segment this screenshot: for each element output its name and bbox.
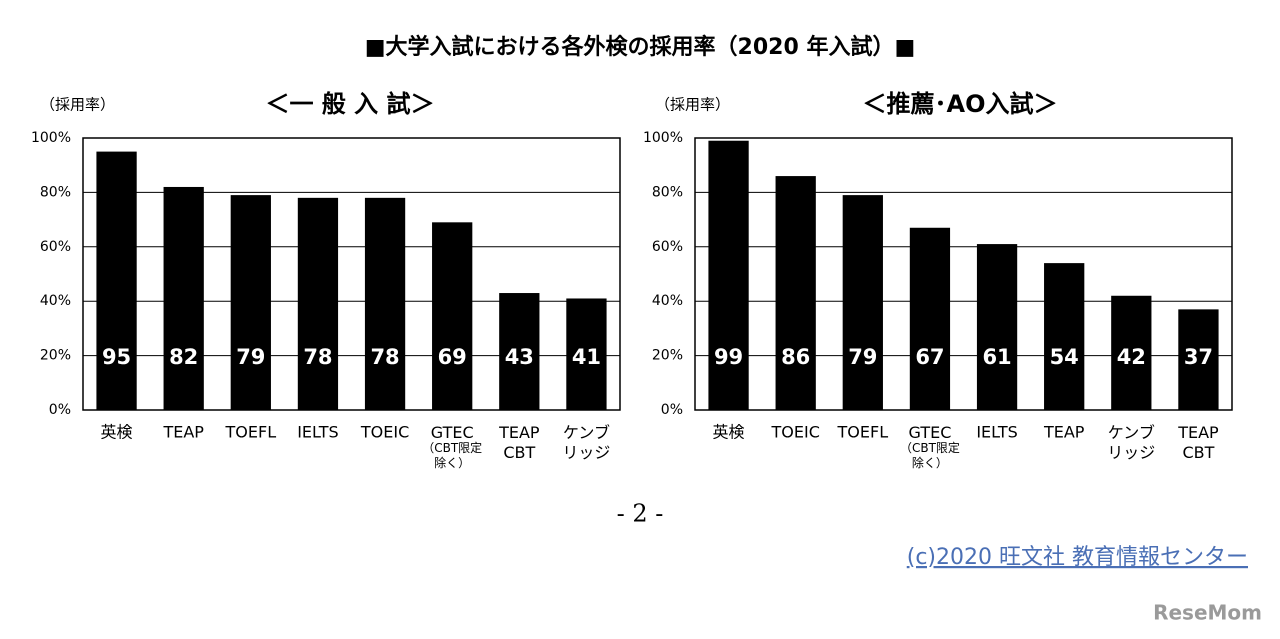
x-tick-label: GTEC （CBT限定除く） — [900, 423, 960, 470]
value-label: 67 — [915, 345, 944, 369]
value-label: 41 — [572, 345, 601, 369]
bar — [230, 195, 271, 410]
x-tick-label: 英検 — [101, 423, 133, 442]
x-tick-label: TOEIC — [360, 423, 409, 442]
y-axis-label: （採用率） — [655, 96, 730, 114]
y-tick-label: 60% — [652, 239, 683, 255]
y-axis-label: （採用率） — [40, 96, 115, 114]
bar — [708, 140, 749, 410]
x-tick-label: TOEFL — [225, 423, 277, 442]
chart-title: ＜推薦･AO入試＞ — [863, 90, 1058, 118]
value-label: 82 — [169, 345, 198, 369]
bar — [1044, 263, 1085, 410]
value-label: 43 — [505, 345, 534, 369]
x-tick-label: IELTS — [976, 423, 1017, 442]
bar — [1111, 295, 1152, 410]
bar — [163, 186, 204, 410]
y-tick-label: 80% — [40, 184, 71, 200]
value-label: 78 — [303, 345, 332, 369]
value-label: 37 — [1184, 345, 1213, 369]
value-label: 61 — [982, 345, 1011, 369]
bar — [566, 298, 607, 410]
watermark: ReseMom — [1153, 601, 1262, 625]
y-tick-label: 20% — [40, 348, 71, 364]
bar — [499, 293, 540, 410]
y-tick-label: 40% — [40, 293, 71, 309]
credit: (c)2020 旺文社 教育情報センター — [907, 545, 1248, 570]
x-tick-label: TOEIC — [771, 423, 820, 442]
value-label: 42 — [1117, 345, 1146, 369]
y-tick-label: 100% — [643, 130, 683, 146]
x-tick-label: 英検 — [713, 423, 745, 442]
y-tick-label: 80% — [652, 184, 683, 200]
x-tick-label: TEAP CBT — [498, 423, 540, 462]
value-label: 78 — [370, 345, 399, 369]
bar — [297, 197, 339, 410]
bar — [976, 244, 1018, 410]
x-tick-label: TOEFL — [837, 423, 889, 442]
x-tick-label: IELTS — [297, 423, 338, 442]
bar — [432, 222, 473, 410]
chart-title: ＜一 般 入 試＞ — [265, 90, 434, 118]
page-title: ■大学入試における各外検の採用率（2020 年入試）■ — [365, 34, 915, 60]
y-tick-label: 40% — [652, 293, 683, 309]
plot-border — [694, 137, 1233, 411]
value-label: 79 — [236, 345, 265, 369]
y-tick-label: 60% — [40, 239, 71, 255]
value-label: 54 — [1050, 345, 1079, 369]
x-tick-label: ケンブリッジ — [562, 423, 610, 462]
x-tick-label: TEAP — [1043, 423, 1085, 442]
bar — [842, 195, 883, 410]
x-tick-label: TEAP — [162, 423, 204, 442]
y-tick-label: 100% — [31, 130, 71, 146]
x-tick-label: TEAP CBT — [1177, 423, 1219, 462]
value-label: 99 — [714, 345, 743, 369]
value-label: 79 — [848, 345, 877, 369]
bar — [909, 227, 951, 410]
bar — [364, 197, 406, 410]
y-tick-label: 0% — [661, 402, 683, 418]
value-label: 69 — [438, 345, 467, 369]
value-label: 86 — [781, 345, 810, 369]
y-tick-label: 20% — [652, 348, 683, 364]
x-tick-label: GTEC （CBT限定除く） — [422, 423, 482, 470]
page-number: - 2 - — [617, 500, 664, 528]
y-tick-label: 0% — [49, 402, 71, 418]
bar — [96, 151, 137, 410]
bar — [1178, 309, 1219, 410]
plot-border — [82, 137, 621, 411]
value-label: 95 — [102, 345, 131, 369]
x-tick-label: ケンブリッジ — [1107, 423, 1155, 462]
bar — [775, 176, 816, 410]
